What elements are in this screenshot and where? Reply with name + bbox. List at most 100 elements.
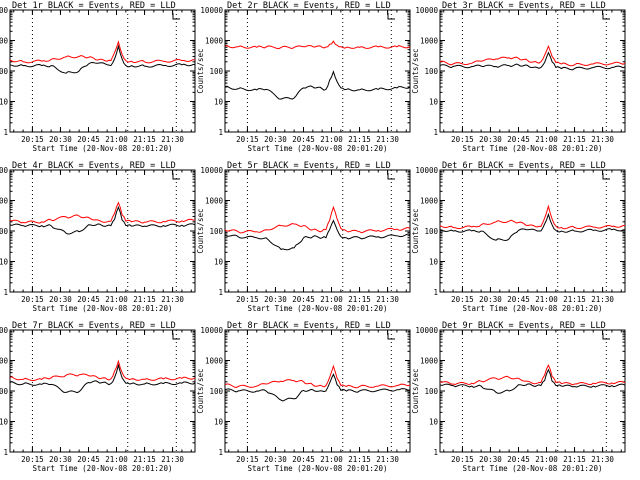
plot-frame bbox=[439, 329, 626, 453]
y-tick-label: 10000 bbox=[415, 6, 438, 15]
x-tick-label: 21:00 bbox=[320, 455, 343, 464]
series-line-events bbox=[439, 51, 626, 71]
y-tick-label: 1 bbox=[3, 448, 8, 457]
series-line-events bbox=[9, 44, 196, 74]
y-tick-label: 100 bbox=[424, 387, 438, 396]
plot-title: Det 5r BLACK = Events, RED = LLD bbox=[227, 161, 391, 171]
x-tick-label: 21:00 bbox=[320, 295, 343, 304]
y-axis-label: Counts/sec bbox=[196, 48, 205, 93]
y-tick-label: 10000 bbox=[0, 326, 8, 335]
x-tick-label: 21:15 bbox=[348, 135, 371, 144]
series-line-lld bbox=[9, 359, 196, 382]
x-tick-label: 21:30 bbox=[161, 455, 184, 464]
x-tick-label: 21:15 bbox=[133, 295, 156, 304]
y-tick-label: 100 bbox=[209, 387, 223, 396]
x-axis-label: Start Time (20-Nov-08 20:01:20) bbox=[248, 304, 388, 313]
x-tick-label: 21:00 bbox=[535, 135, 558, 144]
plot-panel-7: Det 7r BLACK = Events, RED = LLD 1 10 100 10… bbox=[0, 321, 196, 473]
y-tick-label: 10 bbox=[0, 258, 8, 267]
x-tick-label: 21:15 bbox=[348, 455, 371, 464]
y-tick-label: 1 bbox=[433, 288, 438, 297]
x-tick-label: 20:45 bbox=[507, 135, 530, 144]
x-tick-label: 20:15 bbox=[451, 135, 474, 144]
plot-frame bbox=[9, 329, 196, 453]
x-axis-label: Start Time (20-Nov-08 20:01:20) bbox=[33, 464, 173, 473]
x-tick-label: 21:30 bbox=[161, 295, 184, 304]
plot-frame bbox=[9, 169, 196, 293]
y-axis-label: Counts/sec bbox=[411, 48, 420, 93]
series-line-lld bbox=[439, 44, 626, 67]
x-tick-label: 20:15 bbox=[21, 455, 44, 464]
y-tick-label: 100 bbox=[0, 227, 8, 236]
plot-panel-2: Det 2r BLACK = Events, RED = LLD 1 10 100 10… bbox=[196, 1, 411, 153]
y-tick-label: 10 bbox=[429, 98, 439, 107]
y-tick-label: 1 bbox=[433, 128, 438, 137]
x-tick-label: 20:45 bbox=[507, 455, 530, 464]
y-tick-label: 10 bbox=[0, 98, 8, 107]
plot-title: Det 8r BLACK = Events, RED = LLD bbox=[227, 321, 391, 331]
x-axis-label: Start Time (20-Nov-08 20:01:20) bbox=[248, 464, 388, 473]
x-tick-label: 21:15 bbox=[563, 455, 586, 464]
y-tick-label: 1 bbox=[433, 448, 438, 457]
y-tick-label: 100 bbox=[424, 227, 438, 236]
x-tick-label: 21:30 bbox=[376, 135, 399, 144]
x-tick-label: 20:30 bbox=[264, 135, 287, 144]
series-line-lld bbox=[439, 364, 626, 386]
plot-panel-3: Det 3r BLACK = Events, RED = LLD 1 10 100 10… bbox=[411, 1, 626, 153]
x-tick-label: 20:15 bbox=[21, 135, 44, 144]
x-tick-label: 21:30 bbox=[161, 135, 184, 144]
x-tick-label: 20:45 bbox=[77, 455, 100, 464]
series-line-events bbox=[9, 205, 196, 235]
x-tick-label: 21:30 bbox=[591, 455, 614, 464]
x-tick-label: 21:30 bbox=[376, 455, 399, 464]
x-tick-label: 20:45 bbox=[507, 295, 530, 304]
y-tick-label: 1000 bbox=[0, 197, 8, 206]
y-tick-label: 1000 bbox=[205, 197, 224, 206]
x-axis-label: Start Time (20-Nov-08 20:01:20) bbox=[33, 304, 173, 313]
y-tick-label: 1 bbox=[3, 288, 8, 297]
y-tick-label: 1000 bbox=[420, 357, 439, 366]
y-tick-label: 1 bbox=[218, 288, 223, 297]
y-tick-label: 10 bbox=[429, 258, 439, 267]
y-tick-label: 1 bbox=[218, 448, 223, 457]
x-tick-label: 20:45 bbox=[292, 135, 315, 144]
x-axis-label: Start Time (20-Nov-08 20:01:20) bbox=[248, 144, 388, 153]
x-tick-label: 21:15 bbox=[348, 295, 371, 304]
series-line-events bbox=[439, 368, 626, 394]
x-tick-label: 20:15 bbox=[236, 455, 259, 464]
plot-title: Det 2r BLACK = Events, RED = LLD bbox=[227, 1, 391, 11]
x-tick-label: 20:30 bbox=[49, 455, 72, 464]
plot-title: Det 9r BLACK = Events, RED = LLD bbox=[442, 321, 606, 331]
x-tick-label: 21:00 bbox=[105, 295, 128, 304]
plot-panel-5: Det 5r BLACK = Events, RED = LLD 1 10 100 10… bbox=[196, 161, 411, 313]
series-line-lld bbox=[9, 201, 196, 224]
x-tick-label: 20:45 bbox=[292, 455, 315, 464]
series-line-events bbox=[224, 373, 411, 402]
y-tick-label: 10000 bbox=[0, 6, 8, 15]
y-tick-label: 10000 bbox=[200, 166, 223, 175]
x-tick-label: 21:30 bbox=[591, 135, 614, 144]
x-tick-label: 21:15 bbox=[133, 455, 156, 464]
y-tick-label: 10000 bbox=[415, 166, 438, 175]
series-line-events bbox=[224, 219, 411, 251]
y-tick-label: 10 bbox=[429, 418, 439, 427]
series-line-lld bbox=[439, 204, 626, 230]
series-line-lld bbox=[224, 205, 411, 234]
y-tick-label: 1 bbox=[3, 128, 8, 137]
x-tick-label: 20:30 bbox=[49, 135, 72, 144]
y-tick-label: 1 bbox=[218, 128, 223, 137]
plot-title: Det 6r BLACK = Events, RED = LLD bbox=[442, 161, 606, 171]
x-tick-label: 20:15 bbox=[236, 295, 259, 304]
plot-panel-6: Det 6r BLACK = Events, RED = LLD 1 10 100 10… bbox=[411, 161, 626, 313]
y-tick-label: 10 bbox=[214, 418, 224, 427]
y-tick-label: 10000 bbox=[415, 326, 438, 335]
y-tick-label: 1000 bbox=[0, 357, 8, 366]
x-tick-label: 20:15 bbox=[236, 135, 259, 144]
x-tick-label: 20:15 bbox=[451, 455, 474, 464]
y-tick-label: 10000 bbox=[0, 166, 8, 175]
x-tick-label: 21:15 bbox=[133, 135, 156, 144]
x-tick-label: 21:30 bbox=[376, 295, 399, 304]
y-tick-label: 100 bbox=[0, 67, 8, 76]
x-axis-label: Start Time (20-Nov-08 20:01:20) bbox=[463, 144, 603, 153]
